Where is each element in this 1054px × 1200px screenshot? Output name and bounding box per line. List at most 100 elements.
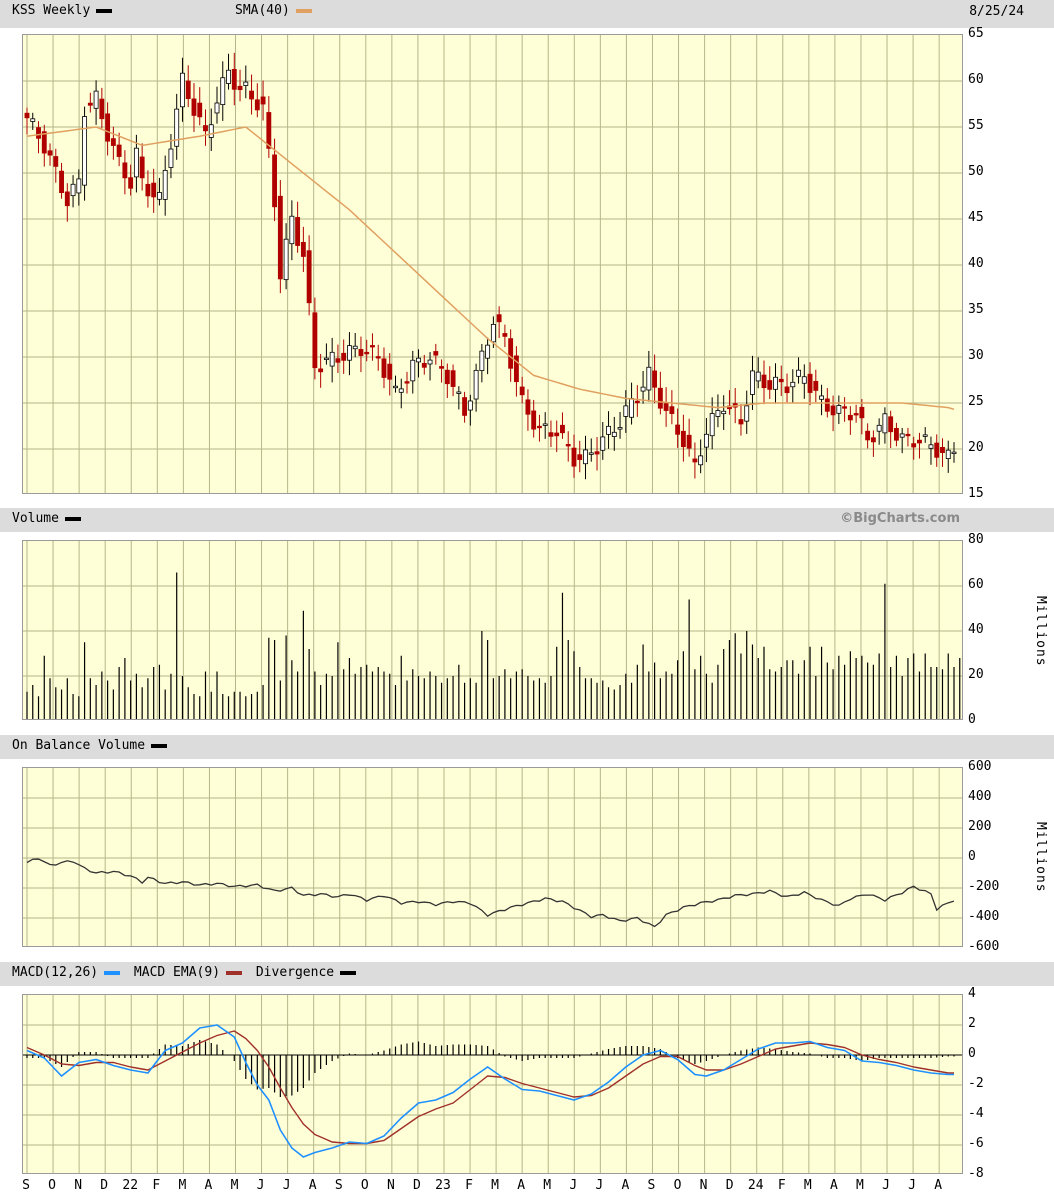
candle-body xyxy=(375,356,381,359)
x-tick-label: J xyxy=(282,1178,291,1193)
candle-body xyxy=(807,373,813,393)
candle-body xyxy=(496,314,502,323)
candle-body xyxy=(59,170,64,193)
candle-body xyxy=(36,127,41,139)
y-tick-label: 20 xyxy=(968,440,984,455)
candle-body xyxy=(226,69,231,84)
y-tick-label: 35 xyxy=(968,302,984,317)
candle-body xyxy=(784,386,790,394)
obv-panel xyxy=(22,767,963,947)
candle-body xyxy=(657,387,663,409)
y-tick-label: 20 xyxy=(968,667,984,682)
candle-body xyxy=(220,77,226,106)
candle-body xyxy=(945,449,951,460)
candle-body xyxy=(358,349,364,356)
candle-body xyxy=(548,432,554,437)
x-tick-label: O xyxy=(673,1178,682,1193)
candle-body xyxy=(254,99,260,111)
candle-body xyxy=(300,241,306,257)
copyright: ©BigCharts.com xyxy=(840,511,960,526)
x-tick-label: A xyxy=(517,1178,526,1193)
y-tick-label: 400 xyxy=(968,789,992,804)
candle-body xyxy=(801,376,807,384)
candle-body xyxy=(139,156,145,179)
x-tick-label: D xyxy=(725,1178,734,1193)
candle-body xyxy=(882,413,888,434)
candle-body xyxy=(571,447,577,467)
candle-body xyxy=(421,363,427,368)
candle-body xyxy=(830,405,836,416)
obv-chart xyxy=(23,768,962,946)
candle-body xyxy=(796,369,801,377)
candle-body xyxy=(283,238,289,281)
candle-body xyxy=(594,451,600,455)
candle-body xyxy=(531,410,537,430)
macd-ema-swatch xyxy=(226,970,243,975)
candle-body xyxy=(680,430,686,448)
candle-body xyxy=(410,359,416,382)
x-tick-label: J xyxy=(882,1178,890,1193)
grid xyxy=(23,35,962,493)
candle-body xyxy=(347,345,352,361)
ticker-swatch xyxy=(96,8,113,13)
candle-body xyxy=(519,386,525,396)
candle-body xyxy=(617,427,623,430)
candle-body xyxy=(122,162,128,179)
candle-body xyxy=(272,154,278,208)
candle-body xyxy=(513,355,519,383)
x-tick-label: J xyxy=(256,1178,265,1193)
candle-body xyxy=(306,250,312,304)
candle-body xyxy=(133,147,139,178)
x-tick-label: 22 xyxy=(122,1178,139,1193)
candle-body xyxy=(30,118,36,122)
candle-body xyxy=(174,108,180,147)
x-tick-label: S xyxy=(647,1178,656,1193)
macd-chart xyxy=(23,995,962,1173)
candle-body xyxy=(819,395,825,400)
x-tick-label: S xyxy=(22,1178,30,1193)
candle-body xyxy=(47,150,53,156)
candle-body xyxy=(41,131,47,154)
x-tick-label: O xyxy=(48,1178,56,1193)
candle-body xyxy=(76,178,82,194)
candle-body xyxy=(203,125,208,132)
grid xyxy=(23,768,962,946)
candle-body xyxy=(323,357,329,361)
candle-body xyxy=(416,357,421,363)
candle-body xyxy=(266,112,272,149)
obv-label: On Balance Volume xyxy=(12,738,173,753)
candle-body xyxy=(588,452,594,455)
candle-body xyxy=(277,195,283,280)
candle-body xyxy=(583,449,588,465)
candle-body xyxy=(214,102,220,114)
candle-body xyxy=(82,116,88,186)
x-tick-label: M xyxy=(230,1178,239,1193)
candle-body xyxy=(761,374,767,389)
x-tick-label: M xyxy=(491,1178,500,1193)
candle-body xyxy=(168,148,174,168)
y-tick-label: -2 xyxy=(968,1076,984,1091)
y-tick-label: 25 xyxy=(968,394,984,409)
x-tick-label: A xyxy=(204,1178,213,1193)
y-tick-label: 30 xyxy=(968,348,984,363)
x-tick-label: D xyxy=(412,1178,421,1193)
candle-body xyxy=(836,405,842,414)
obv-panel-header: On Balance Volume xyxy=(0,735,1054,759)
y-tick-label: -400 xyxy=(968,909,1000,924)
candle-body xyxy=(577,454,583,460)
candle-body xyxy=(634,400,640,404)
y-tick-label: -6 xyxy=(968,1136,984,1151)
candle-body xyxy=(197,102,203,118)
volume-swatch xyxy=(64,516,81,521)
volume-panel-header: Volume ©BigCharts.com xyxy=(0,508,1054,532)
x-tick-label: A xyxy=(934,1178,943,1193)
candle-body xyxy=(870,437,876,443)
candle-body xyxy=(64,191,70,207)
y-tick-label: 60 xyxy=(968,72,984,87)
candle-body xyxy=(110,138,116,146)
candle-body xyxy=(24,112,30,119)
candle-body xyxy=(151,182,157,198)
macd-panel xyxy=(22,994,963,1174)
y-tick-label: 4 xyxy=(968,986,976,1001)
candle-body xyxy=(352,345,358,350)
